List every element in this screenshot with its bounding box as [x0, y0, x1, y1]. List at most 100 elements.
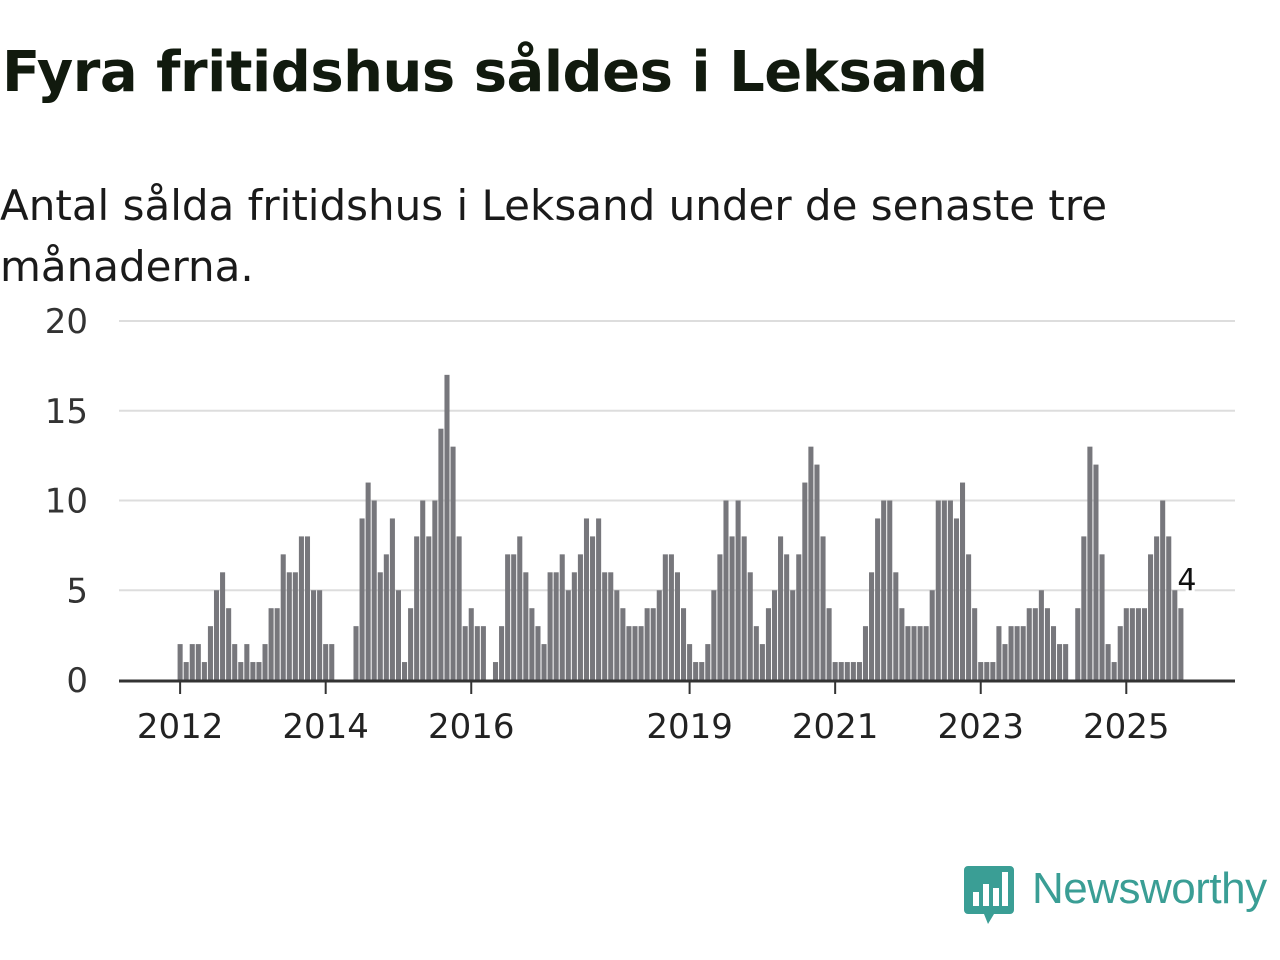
- highlight-value-label: 4: [1177, 563, 1196, 598]
- bar: [1123, 608, 1129, 680]
- bar: [1063, 644, 1069, 680]
- bar: [262, 644, 268, 680]
- bar: [565, 590, 571, 680]
- bar: [298, 536, 304, 680]
- bar: [644, 608, 650, 680]
- bar: [996, 626, 1002, 680]
- bar: [535, 626, 541, 680]
- bar: [814, 464, 820, 680]
- bar: [365, 482, 371, 680]
- bar: [395, 590, 401, 680]
- bar: [1111, 662, 1117, 680]
- bar: [620, 608, 626, 680]
- bar: [1044, 608, 1050, 680]
- bar: [705, 644, 711, 680]
- bar: [674, 572, 680, 680]
- bar: [941, 500, 947, 680]
- bar: [1135, 608, 1141, 680]
- bar: [1117, 626, 1123, 680]
- bar: [1026, 608, 1032, 680]
- bar: [317, 590, 323, 680]
- bar: [1087, 446, 1093, 680]
- y-tick-label-20: 20: [45, 302, 88, 342]
- bar: [1154, 536, 1160, 680]
- bar: [268, 608, 274, 680]
- gridlines: [119, 320, 1235, 592]
- bar: [802, 482, 808, 680]
- bar: [662, 554, 668, 680]
- bar: [553, 572, 559, 680]
- bar: [583, 518, 590, 680]
- bar: [1093, 464, 1099, 680]
- y-tick-label-10: 10: [45, 482, 88, 522]
- bar: [960, 482, 966, 680]
- bar: [759, 644, 765, 680]
- bar: [420, 500, 426, 680]
- bar: [226, 608, 232, 680]
- bar: [966, 554, 972, 680]
- bar: [893, 572, 899, 680]
- bar: [426, 536, 432, 680]
- x-tick-label-2014: 2014: [282, 707, 369, 747]
- y-tick-label-5: 5: [66, 571, 88, 611]
- bar: [383, 554, 389, 680]
- bar: [1099, 554, 1105, 680]
- bar: [1178, 608, 1184, 680]
- bar: [523, 572, 529, 680]
- bar: [862, 626, 869, 680]
- bar: [1032, 608, 1038, 680]
- bar: [456, 536, 462, 680]
- bar: [432, 500, 438, 680]
- bar-chart-speech-bubble-icon: [964, 866, 1014, 924]
- bar: [790, 590, 796, 680]
- bar: [1105, 644, 1111, 680]
- bar: [323, 644, 329, 680]
- bar: [723, 500, 729, 680]
- bar: [517, 536, 523, 680]
- bar: [626, 626, 632, 680]
- bar: [201, 662, 207, 680]
- bar: [856, 662, 862, 680]
- bar: [499, 626, 505, 680]
- bar: [389, 518, 395, 680]
- bar: [244, 644, 250, 680]
- bar: [602, 572, 608, 680]
- bar: [747, 572, 753, 680]
- bar: [450, 446, 456, 680]
- bar: [638, 626, 644, 680]
- bar: [371, 500, 377, 680]
- bar: [687, 644, 693, 680]
- bar: [505, 554, 511, 680]
- bar: [183, 662, 189, 680]
- bar: [838, 662, 844, 680]
- x-tick-label-2012: 2012: [137, 707, 224, 747]
- bar: [311, 590, 317, 680]
- bar-chart: 0 5 10 15 20 2012 2014 2016 2019 2021 2023 2025 4: [45, 302, 1235, 747]
- bar: [778, 536, 784, 680]
- bar: [189, 644, 195, 680]
- bar: [808, 446, 814, 680]
- x-tick-label-2016: 2016: [428, 707, 515, 747]
- bar: [438, 428, 444, 680]
- bar: [232, 644, 238, 680]
- bars: [177, 374, 1184, 680]
- bar: [207, 626, 213, 680]
- bar: [177, 644, 183, 680]
- bar: [917, 626, 923, 680]
- bar: [1020, 626, 1026, 680]
- bar: [559, 554, 565, 680]
- newsworthy-logo: Newsworthy: [964, 864, 1267, 928]
- bar: [402, 662, 408, 680]
- bar: [990, 662, 996, 680]
- bar: [590, 536, 596, 680]
- bar: [292, 572, 298, 680]
- bar: [972, 608, 978, 680]
- bar: [899, 608, 905, 680]
- bar: [771, 590, 778, 680]
- bar: [741, 536, 747, 680]
- bar: [911, 626, 917, 680]
- bar: [905, 626, 911, 680]
- bar: [1014, 626, 1020, 680]
- bar: [474, 626, 480, 680]
- bar: [1129, 608, 1135, 680]
